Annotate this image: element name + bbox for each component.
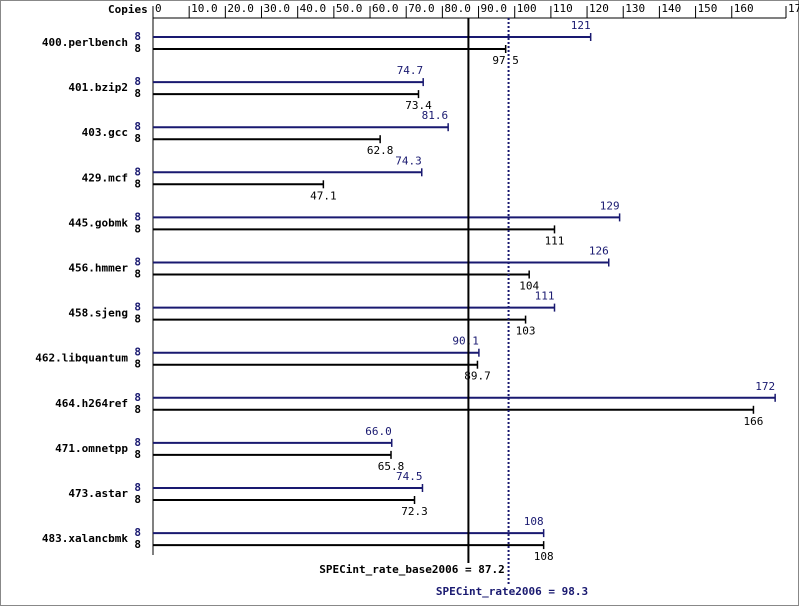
value-label: 66.0 <box>365 425 392 438</box>
copies-label: 8 <box>134 222 141 235</box>
value-label: 104 <box>519 280 539 293</box>
value-label: 166 <box>744 415 764 428</box>
copies-label: 8 <box>134 538 141 551</box>
copies-label: 8 <box>134 268 141 281</box>
copies-label: 8 <box>134 120 141 133</box>
x-tick-label: 130 <box>625 2 645 15</box>
x-tick-label: 160 <box>734 2 754 15</box>
category-label: 471.omnetpp <box>55 442 128 455</box>
copies-label: 8 <box>134 210 141 223</box>
category-label: 429.mcf <box>82 171 128 184</box>
value-label: 111 <box>535 290 555 303</box>
x-tick-label: 110 <box>553 2 573 15</box>
value-label: 111 <box>545 234 565 247</box>
copies-label: 8 <box>134 448 141 461</box>
x-tick-label: 50.0 <box>336 2 363 15</box>
x-tick-label: 40.0 <box>300 2 327 15</box>
copies-label: 8 <box>134 75 141 88</box>
value-label: 108 <box>524 515 544 528</box>
x-tick-label: 120 <box>589 2 609 15</box>
x-tick-label: 60.0 <box>372 2 399 15</box>
copies-label: 8 <box>134 87 141 100</box>
copies-label: 8 <box>134 177 141 190</box>
x-tick-label: 30.0 <box>264 2 291 15</box>
value-label: 74.3 <box>395 154 422 167</box>
value-label: 65.8 <box>378 460 405 473</box>
copies-label: 8 <box>134 481 141 494</box>
copies-label: 8 <box>134 391 141 404</box>
copies-label: 8 <box>134 30 141 43</box>
value-label: 74.7 <box>397 64 424 77</box>
copies-label: 8 <box>134 436 141 449</box>
category-label: 403.gcc <box>82 126 128 139</box>
value-label: 73.4 <box>405 99 432 112</box>
category-label: 401.bzip2 <box>68 81 128 94</box>
copies-label: 8 <box>134 42 141 55</box>
x-tick-label: 10.0 <box>191 2 218 15</box>
value-label: 126 <box>589 245 609 258</box>
value-label: 108 <box>534 550 554 563</box>
copies-label: 8 <box>134 403 141 416</box>
x-tick-label: 140 <box>661 2 681 15</box>
category-label: 445.gobmk <box>68 216 128 229</box>
value-label: 103 <box>516 325 536 338</box>
value-label: 172 <box>755 380 775 393</box>
x-tick-label: 0 <box>155 2 162 15</box>
x-tick-label: 175 <box>788 2 799 15</box>
copies-label: 8 <box>134 313 141 326</box>
category-label: 483.xalancbmk <box>42 532 128 545</box>
copies-label: 8 <box>134 132 141 145</box>
category-label: 464.h264ref <box>55 397 128 410</box>
x-tick-label: 90.0 <box>481 2 508 15</box>
value-label: 62.8 <box>367 144 394 157</box>
value-label: 47.1 <box>310 189 337 202</box>
value-label: 72.3 <box>401 505 428 518</box>
x-tick-label: 70.0 <box>408 2 435 15</box>
category-label: 400.perlbench <box>42 36 128 49</box>
copies-label: 8 <box>134 346 141 359</box>
value-label: 129 <box>600 199 620 212</box>
value-label: 74.5 <box>396 470 423 483</box>
category-label: 473.astar <box>68 487 128 500</box>
reference-label: SPECint_rate2006 = 98.3 <box>436 585 588 598</box>
value-label: 97.5 <box>492 54 519 67</box>
reference-label: SPECint_rate_base2006 = 87.2 <box>319 563 504 576</box>
copies-label: 8 <box>134 526 141 539</box>
x-tick-label: 100 <box>517 2 537 15</box>
axis-label: Copies <box>108 3 148 16</box>
category-label: 456.hmmer <box>68 262 128 275</box>
x-tick-label: 80.0 <box>444 2 471 15</box>
copies-label: 8 <box>134 301 141 314</box>
value-label: 121 <box>571 19 591 32</box>
value-label: 90.1 <box>452 335 479 348</box>
category-label: 462.libquantum <box>35 352 128 365</box>
copies-label: 8 <box>134 493 141 506</box>
copies-label: 8 <box>134 358 141 371</box>
value-label: 81.6 <box>422 109 449 122</box>
copies-label: 8 <box>134 165 141 178</box>
value-label: 89.7 <box>464 370 491 383</box>
copies-label: 8 <box>134 256 141 269</box>
x-tick-label: 20.0 <box>227 2 254 15</box>
category-label: 458.sjeng <box>68 307 128 320</box>
x-tick-label: 150 <box>698 2 718 15</box>
